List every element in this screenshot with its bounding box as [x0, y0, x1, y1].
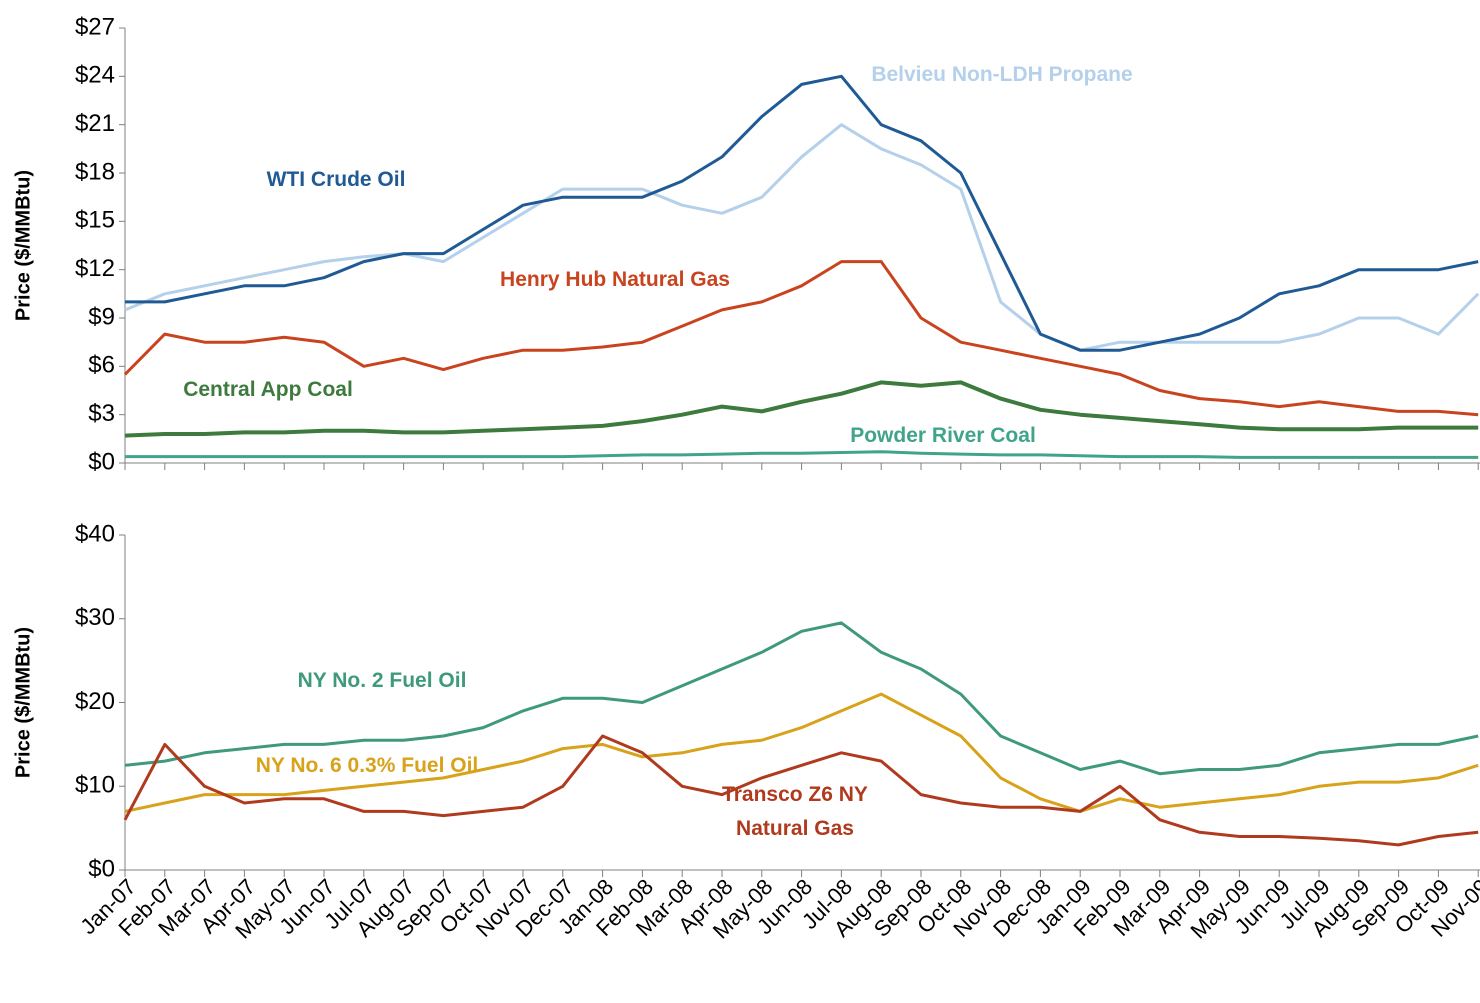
series-label: NY No. 2 Fuel Oil [297, 669, 467, 692]
series-line [124, 621, 1479, 776]
series-label: Central App Coal [183, 378, 353, 401]
series-line [125, 450, 1479, 459]
series-line [123, 734, 1479, 847]
series-label: Transco Z6 NY Natural Gas [722, 783, 868, 840]
series-label: WTI Crude Oil [266, 168, 406, 191]
series-line [123, 260, 1479, 417]
y-axis-label: Price ($/MMBtu) [12, 627, 34, 778]
y-tick-label: $12 [75, 255, 115, 282]
series-line [124, 380, 1479, 438]
y-axis-label: Price ($/MMBtu) [12, 170, 34, 321]
y-tick-label: $40 [75, 520, 115, 547]
series-label: NY No. 6 0.3% Fuel Oil [255, 754, 479, 777]
series-line [124, 692, 1479, 813]
series-label: Henry Hub Natural Gas [500, 268, 730, 291]
y-tick-label: $0 [88, 855, 115, 882]
y-tick-label: $24 [75, 62, 115, 89]
y-tick-label: $0 [88, 448, 115, 475]
y-tick-label: $27 [75, 13, 115, 40]
y-tick-label: $15 [75, 207, 115, 234]
y-tick-label: $10 [75, 772, 115, 799]
y-tick-label: $9 [88, 303, 115, 330]
series-label: Belvieu Non-LDH Propane [871, 63, 1133, 86]
series-label: Powder River Coal [850, 424, 1036, 447]
y-tick-label: $18 [75, 158, 115, 185]
y-tick-label: $20 [75, 688, 115, 715]
series-line [124, 123, 1480, 352]
y-tick-label: $3 [88, 400, 115, 427]
y-tick-label: $30 [75, 604, 115, 631]
y-tick-label: $6 [88, 352, 115, 379]
series-line [125, 74, 1479, 352]
y-tick-label: $21 [75, 110, 115, 137]
